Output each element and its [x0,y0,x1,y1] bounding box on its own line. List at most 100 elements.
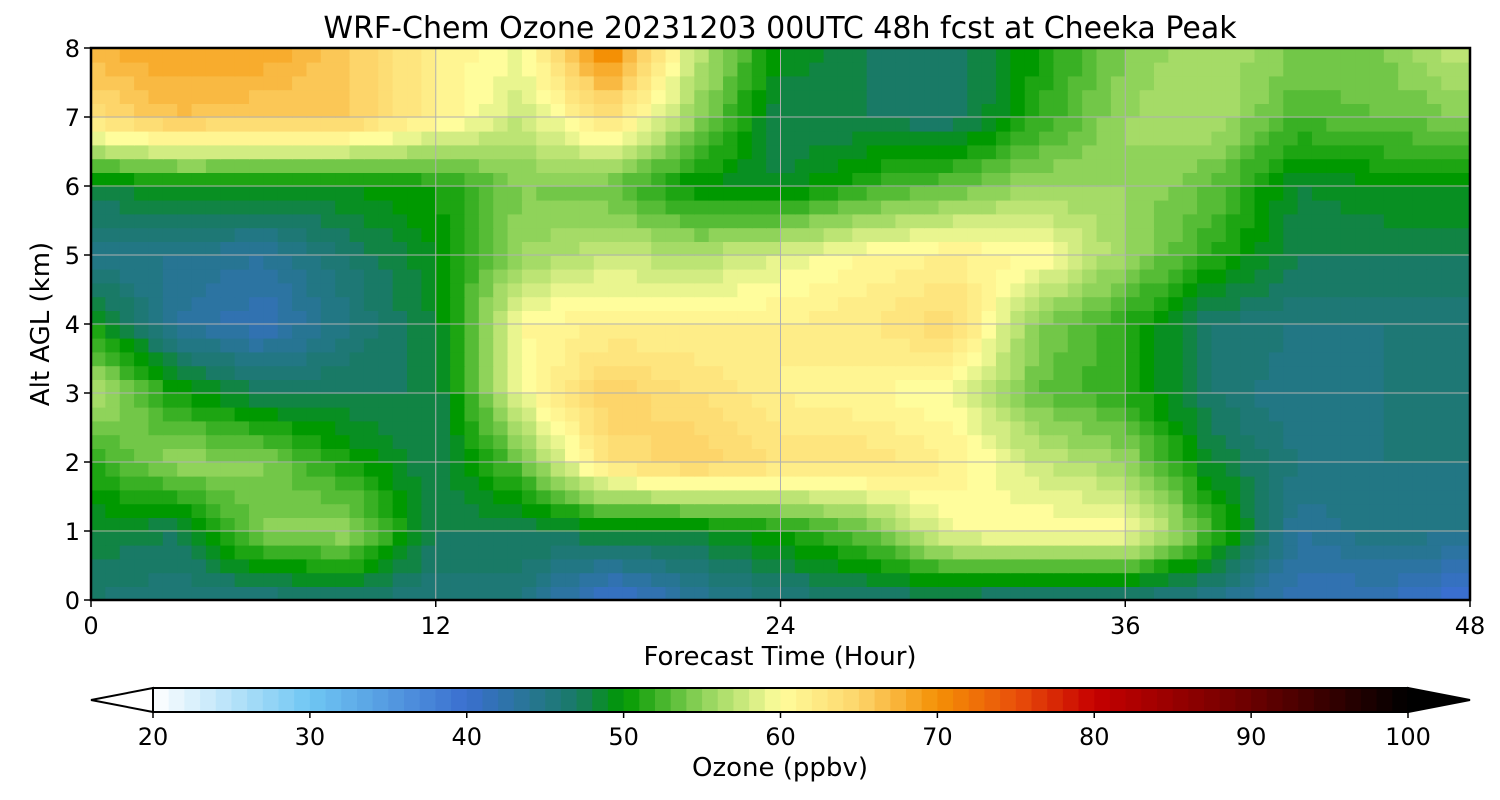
heatmap-cell [1082,268,1098,284]
heatmap-cell [119,241,135,256]
heatmap-cell [263,475,279,491]
heatmap-cell [1311,117,1328,132]
heatmap-cell [478,379,494,394]
heatmap-cell [1010,503,1026,518]
heatmap-cell [981,186,997,201]
heatmap-cell [1067,144,1083,160]
heatmap-cell [1010,48,1026,63]
heatmap-cell [1197,48,1213,63]
heatmap-cell [277,379,293,394]
heatmap-cell [995,517,1012,532]
heatmap-cell [191,379,207,394]
heatmap-cell [478,475,494,491]
heatmap-cell [1139,282,1155,298]
heatmap-cell [1153,227,1170,242]
heatmap-cell [177,489,193,505]
heatmap-cell [263,158,279,173]
heatmap-cell [1426,103,1443,118]
heatmap-cell [263,365,279,380]
heatmap-cell [608,310,624,325]
heatmap-cell [938,531,954,546]
heatmap-cell [823,130,839,146]
heatmap-cell [895,103,911,118]
heatmap-cell [550,103,566,118]
heatmap-cell [1311,586,1328,600]
heatmap-cell [1268,544,1285,560]
heatmap-cell [1082,365,1098,380]
heatmap-cell [234,448,250,463]
heatmap-cell [407,199,423,215]
heatmap-cell [220,337,236,353]
heatmap-cell [852,213,868,229]
heatmap-cell [1268,558,1285,574]
heatmap-cell [708,531,724,546]
heatmap-cell [1412,213,1428,229]
heatmap-cell [579,103,595,118]
heatmap-cell [249,186,265,201]
heatmap-cell [536,531,552,546]
heatmap-cell [708,130,724,146]
heatmap-cell [407,186,423,201]
heatmap-cell [1268,475,1285,491]
heatmap-cell [349,503,365,518]
heatmap-cell [493,503,509,518]
heatmap-cell [995,130,1012,146]
heatmap-cell [249,61,265,77]
heatmap-cell [493,544,509,560]
heatmap-cell [320,255,336,270]
heatmap-cell [1441,586,1457,600]
heatmap-cell [1125,130,1141,146]
heatmap-cell [1240,199,1256,215]
heatmap-cell [938,448,954,463]
heatmap-cell [191,503,207,518]
heatmap-cell [550,89,566,104]
heatmap-cell [1355,517,1371,532]
heatmap-cell [766,48,782,63]
heatmap-cell [435,517,451,532]
heatmap-cell [694,393,710,408]
heatmap-cell [708,48,724,63]
heatmap-cell [1053,130,1069,146]
heatmap-cell [1153,475,1170,491]
heatmap-cell [306,517,322,532]
heatmap-cell [421,213,437,229]
heatmap-cell [450,158,466,173]
heatmap-cell [1211,103,1227,118]
heatmap-cell [723,310,739,325]
heatmap-cell [952,75,969,91]
heatmap-cell [162,475,178,491]
heatmap-cell [507,517,523,532]
heatmap-cell [952,241,969,256]
heatmap-cell [679,310,696,325]
heatmap-cell [1110,434,1127,449]
heatmap-cell [694,117,710,132]
heatmap-cell [837,172,854,187]
heatmap-cell [924,434,940,449]
heatmap-cell [636,489,653,505]
heatmap-cell [119,420,135,436]
heatmap-cell [1297,199,1313,215]
heatmap-cell [1153,337,1170,353]
heatmap-cell [1053,351,1069,367]
heatmap-cell [823,103,839,118]
heatmap-cell [521,296,538,311]
heatmap-cell [363,241,380,256]
heatmap-cell [335,324,351,339]
heatmap-cell [1182,268,1198,284]
heatmap-cell [651,282,667,298]
heatmap-cell [1426,158,1443,173]
heatmap-cell [306,365,322,380]
heatmap-cell [550,475,566,491]
heatmap-cell [478,61,494,77]
heatmap-cell [723,324,739,339]
heatmap-cell [1297,268,1313,284]
heatmap-cell [895,172,911,187]
heatmap-cell [162,517,178,532]
heatmap-cell [435,586,451,600]
heatmap-cell [651,89,667,104]
heatmap-cell [507,241,523,256]
heatmap-cell [1096,365,1112,380]
heatmap-cell [1082,558,1098,574]
heatmap-cell [478,544,494,560]
heatmap-cell [579,310,595,325]
